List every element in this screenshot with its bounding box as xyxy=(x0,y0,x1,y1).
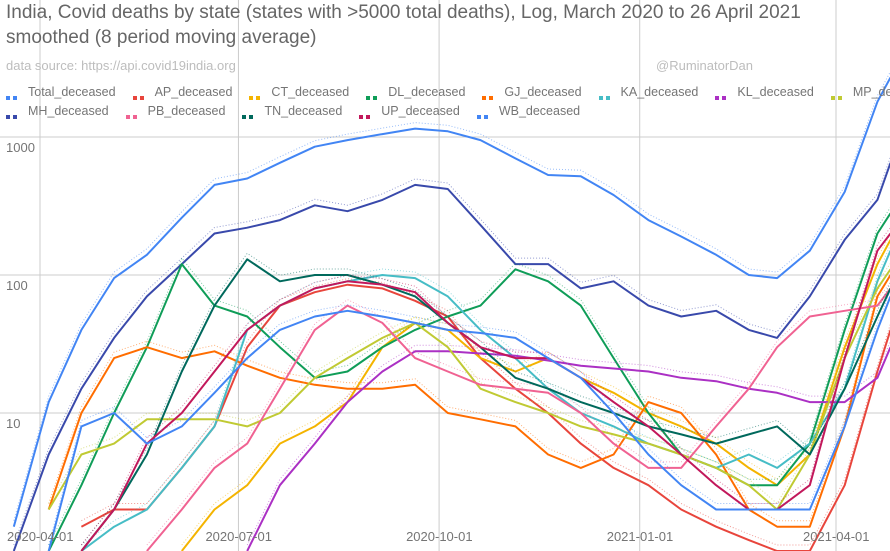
legend-label: KL_deceased xyxy=(737,84,814,99)
legend-item[interactable]: CT_deceased xyxy=(249,84,350,101)
legend-label: MH_deceased xyxy=(28,103,109,118)
series-line-ka-deceased xyxy=(80,250,890,551)
legend-item[interactable]: WB_deceased xyxy=(476,103,581,120)
legend-label: AP_deceased xyxy=(154,84,233,99)
y-tick-label: 100 xyxy=(6,278,28,293)
legend-row: Total_deceased AP_deceased CT_deceased DL_d… xyxy=(6,84,890,103)
legend-swatch-icon xyxy=(366,89,382,101)
legend-item[interactable]: MH_deceased xyxy=(6,103,109,120)
series-line-tn-deceased xyxy=(80,258,890,551)
legend-label: Total_deceased xyxy=(28,84,116,99)
x-tick-label: 2021-01-01 xyxy=(606,529,674,544)
x-tick-label: 2020-07-01 xyxy=(205,529,272,544)
series-raw-ap-deceased xyxy=(81,278,890,546)
legend-item[interactable]: TN_deceased xyxy=(242,103,343,120)
author-credit: @RuminatorDan xyxy=(656,58,754,73)
series-line-ap-deceased xyxy=(80,283,890,551)
series-line-wb-deceased xyxy=(47,296,890,551)
series-raw-wb-deceased xyxy=(48,290,890,546)
legend-swatch-icon xyxy=(715,89,731,101)
legend-swatch-icon xyxy=(359,108,375,120)
series-line-pb-deceased xyxy=(146,287,890,551)
series-line-gj-deceased xyxy=(47,274,890,528)
x-tick-label: 2020-04-01 xyxy=(7,529,74,544)
legend-swatch-icon xyxy=(6,108,22,120)
legend-swatch-icon xyxy=(249,89,265,101)
legend-item[interactable]: MP_deceased xyxy=(830,84,890,101)
legend-item[interactable]: DL_deceased xyxy=(366,84,466,101)
legend-item[interactable]: Total_deceased xyxy=(6,84,116,101)
series-raw-ka-deceased xyxy=(81,244,890,546)
series-raw-total-deceased xyxy=(13,71,890,521)
legend-swatch-icon xyxy=(830,89,847,101)
legend-label: KA_deceased xyxy=(620,84,699,99)
legend-swatch-icon xyxy=(476,108,493,120)
series-line-dl-deceased xyxy=(47,212,890,551)
series-raw-mp-deceased xyxy=(48,263,890,505)
series-line-total-deceased xyxy=(12,77,890,527)
legend-swatch-icon xyxy=(598,89,615,101)
legend-swatch-icon xyxy=(125,108,142,120)
legend-swatch-icon xyxy=(6,89,22,101)
series-raw-gj-deceased xyxy=(48,268,890,522)
legend-label: DL_deceased xyxy=(388,84,466,99)
legend-label: GJ_deceased xyxy=(504,84,582,99)
data-source: data source: https://api.covid19india.or… xyxy=(6,58,236,73)
legend-swatch-icon xyxy=(132,89,149,101)
legend-label: PB_deceased xyxy=(147,103,226,118)
legend-item[interactable]: KA_deceased xyxy=(598,84,699,101)
legend-swatch-icon xyxy=(482,89,498,101)
series-line-mh-deceased xyxy=(12,162,890,551)
legend-item[interactable]: AP_deceased xyxy=(132,84,233,101)
legend-item[interactable]: GJ_deceased xyxy=(482,84,582,101)
legend-item[interactable]: KL_deceased xyxy=(715,84,814,101)
legend-item[interactable]: PB_deceased xyxy=(125,103,226,120)
y-tick-label: 1000 xyxy=(6,140,35,155)
series-raw-tn-deceased xyxy=(81,252,890,546)
y-tick-label: 10 xyxy=(6,416,21,431)
series-line-kl-deceased xyxy=(246,346,890,551)
legend-label: CT_deceased xyxy=(271,84,350,99)
chart-title: India, Covid deaths by state (states wit… xyxy=(6,2,801,23)
legend: Total_deceased AP_deceased CT_deceased DL_d… xyxy=(6,84,890,122)
series-raw-pb-deceased xyxy=(146,282,890,546)
series-raw-kl-deceased xyxy=(246,341,890,546)
legend-label: UP_deceased xyxy=(381,103,460,118)
legend-label: WB_deceased xyxy=(498,103,581,118)
series-raw-up-deceased xyxy=(81,227,890,546)
legend-item[interactable]: UP_deceased xyxy=(359,103,460,120)
x-tick-label: 2021-04-01 xyxy=(803,529,870,544)
series-lines xyxy=(12,71,890,551)
chart-subtitle: smoothed (8 period moving average) xyxy=(6,27,317,48)
legend-label: TN_deceased xyxy=(264,103,343,118)
x-tick-label: 2020-10-01 xyxy=(406,529,473,544)
legend-swatch-icon xyxy=(242,108,258,120)
legend-label: MP_deceased xyxy=(852,84,890,99)
series-line-mp-deceased xyxy=(47,268,890,511)
legend-row: MH_deceased PB_deceased TN_deceased UP_dece… xyxy=(6,103,890,122)
